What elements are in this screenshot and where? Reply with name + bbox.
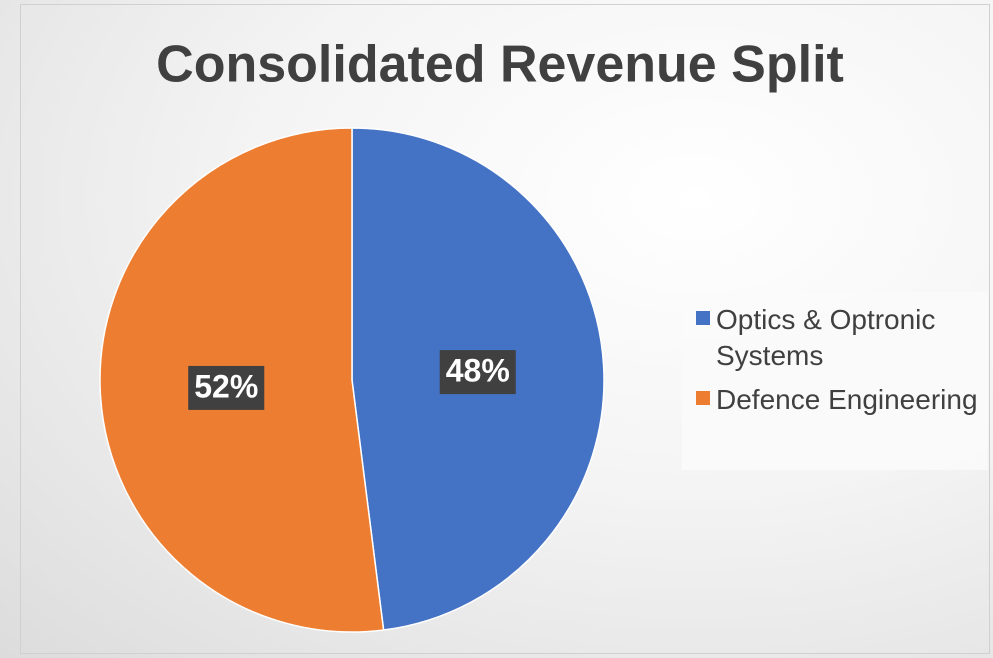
legend-label: Defence Engineering	[716, 384, 978, 415]
data-label-text: 52%	[194, 368, 258, 404]
data-label-text: 48%	[446, 353, 510, 389]
legend-swatch	[696, 391, 710, 405]
chart-title: Consolidated Revenue Split	[156, 36, 844, 94]
legend-label: Optics & Optronic Systems	[716, 304, 936, 371]
legend: Optics & Optronic Systems Defence Enginee…	[682, 292, 988, 470]
legend-item: Optics & Optronic Systems	[696, 302, 978, 374]
data-label-box	[439, 350, 516, 395]
data-label: 52%	[188, 365, 265, 410]
chart-frame	[20, 4, 990, 654]
legend-item: Defence Engineering	[696, 382, 978, 418]
legend-swatch	[696, 311, 710, 325]
data-label: 48%	[439, 350, 516, 395]
data-label-box	[188, 365, 265, 410]
